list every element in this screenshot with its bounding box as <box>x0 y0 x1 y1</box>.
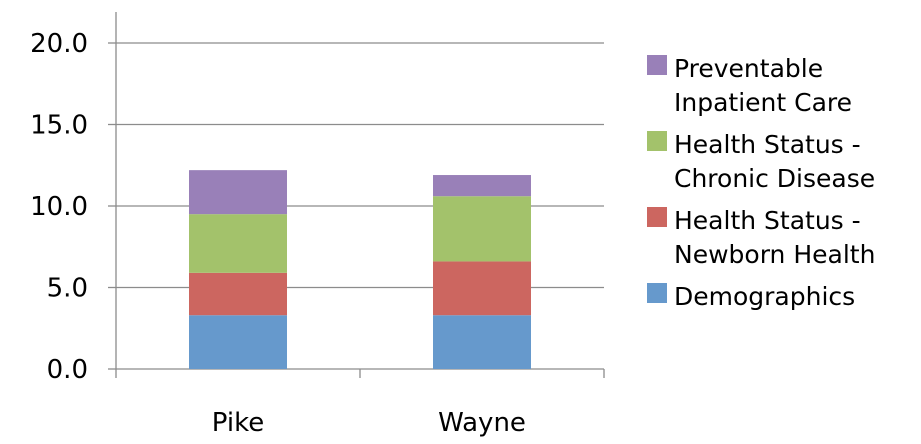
legend-label: Health Status - Newborn Health <box>674 206 876 269</box>
legend-label: Preventable Inpatient Care <box>674 54 853 117</box>
legend-swatch <box>647 131 667 151</box>
legend-item-demographics: Demographics <box>647 280 917 314</box>
y-tick-label: 0.0 <box>47 355 88 385</box>
legend-label: Health Status - Chronic Disease <box>674 130 876 193</box>
bar-segment <box>433 196 531 262</box>
bar-segment <box>433 261 531 316</box>
y-tick-label: 10.0 <box>30 192 88 222</box>
y-tick-label: 5.0 <box>47 274 88 304</box>
tick-labels: 0.0 5.0 10.0 15.0 20.0 Pike Wayne <box>30 29 526 438</box>
legend-label: Demographics <box>674 282 856 311</box>
bars <box>189 170 531 369</box>
y-tick-label: 20.0 <box>30 29 88 59</box>
legend-item-chronic-disease: Health Status - Chronic Disease <box>647 128 917 196</box>
legend-swatch <box>647 207 667 227</box>
bar-segment <box>433 315 531 369</box>
legend-swatch <box>647 55 667 75</box>
bar-segment <box>189 272 287 316</box>
bar-segment <box>189 214 287 273</box>
bar-segment <box>189 170 287 215</box>
legend-swatch <box>647 283 667 303</box>
legend: Preventable Inpatient Care Health Status… <box>647 52 917 322</box>
legend-item-newborn-health: Health Status - Newborn Health <box>647 204 917 272</box>
bar-segment <box>189 315 287 369</box>
bar-segment <box>433 175 531 197</box>
x-tick-label: Pike <box>212 408 264 438</box>
legend-item-preventable-inpatient-care: Preventable Inpatient Care <box>647 52 917 120</box>
y-tick-label: 15.0 <box>30 111 88 141</box>
x-tick-label: Wayne <box>438 408 526 438</box>
